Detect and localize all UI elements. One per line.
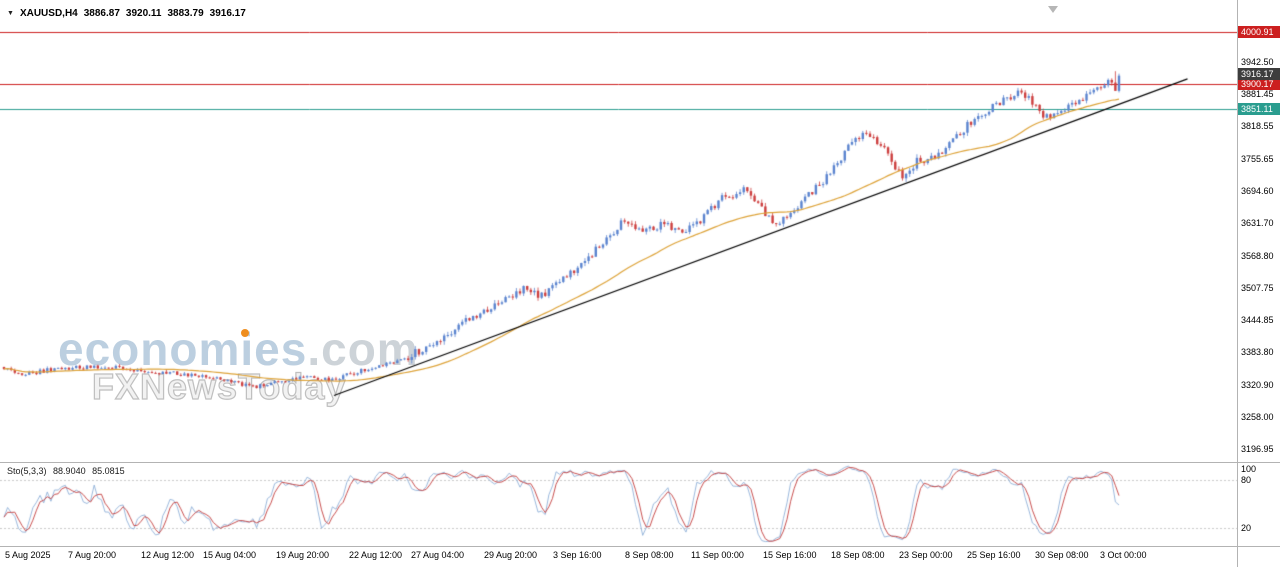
symbol-dropdown-icon[interactable]: ▼	[7, 10, 14, 17]
price-tick-label: 3818.55	[1241, 121, 1274, 132]
time-tick-label: 15 Sep 16:00	[763, 550, 817, 560]
time-tick-label: 5 Aug 2025	[5, 550, 51, 560]
price-line-badge: 3851.11	[1238, 103, 1280, 116]
price-tick-label: 3881.45	[1241, 88, 1274, 99]
last-price-badge: 3916.17	[1238, 67, 1280, 80]
time-tick-label: 15 Aug 04:00	[203, 550, 257, 560]
price-tick-label: 3942.50	[1241, 57, 1274, 67]
price-tick-label: 3631.70	[1241, 218, 1274, 229]
time-tick-label: 29 Aug 20:00	[484, 550, 538, 560]
price-tick-label: 3568.80	[1241, 250, 1274, 261]
price-tick-label: 3258.00	[1241, 412, 1274, 423]
time-tick-label: 11 Sep 00:00	[691, 550, 744, 560]
time-tick-label: 3 Sep 16:00	[553, 550, 602, 560]
stochastic-k-value: 88.9040	[53, 466, 86, 476]
stochastic-tick-label: 100	[1241, 464, 1257, 474]
price-tick-label: 3320.90	[1241, 379, 1274, 390]
time-tick-label: 22 Aug 12:00	[349, 550, 403, 560]
price-tick-label: 3383.80	[1241, 347, 1274, 357]
indicator-panel-separator	[0, 462, 1280, 463]
close-value: 3916.17	[209, 8, 246, 19]
chart-shift-marker-icon[interactable]	[1048, 6, 1058, 13]
time-tick-label: 8 Sep 08:00	[625, 550, 674, 560]
price-tick-label: 3694.60	[1241, 185, 1274, 196]
price-line-badge: 4000.91	[1238, 25, 1280, 38]
stochastic-panel-canvas[interactable]	[0, 463, 1237, 546]
time-tick-label: 18 Sep 08:00	[831, 550, 885, 560]
time-tick-label: 3 Oct 00:00	[1100, 550, 1147, 560]
time-tick-label: 23 Sep 00:00	[899, 550, 953, 560]
time-tick-label: 27 Aug 04:00	[411, 550, 465, 560]
stochastic-d-value: 85.0815	[92, 466, 125, 476]
time-axis-separator	[0, 546, 1280, 547]
low-value: 3883.79	[167, 8, 204, 19]
time-tick-label: 12 Aug 12:00	[141, 550, 195, 560]
time-tick-label: 7 Aug 20:00	[68, 550, 117, 560]
time-tick-label: 30 Sep 08:00	[1035, 550, 1089, 560]
high-value: 3920.11	[125, 8, 162, 19]
price-line-badge: 3900.17	[1238, 77, 1280, 90]
price-tick-label: 3755.65	[1241, 153, 1274, 164]
stochastic-header: Sto(5,3,3) 88.9040 85.0815	[7, 466, 129, 476]
symbol-timeframe-label: XAUUSD,H4	[19, 8, 78, 19]
ohlc-header: ▼ XAUUSD,H4 3886.87 3920.11 3883.79 3916…	[7, 8, 246, 19]
stochastic-tick-label: 20	[1241, 522, 1252, 533]
stochastic-label: Sto(5,3,3)	[7, 466, 47, 476]
open-value: 3886.87	[83, 8, 120, 19]
price-chart-canvas[interactable]	[0, 0, 1237, 462]
time-tick-label: 19 Aug 20:00	[276, 550, 330, 560]
price-tick-label: 3444.85	[1241, 315, 1274, 326]
price-tick-label: 3196.95	[1241, 444, 1274, 454]
price-axis-separator	[1237, 0, 1238, 567]
time-tick-label: 25 Sep 16:00	[967, 550, 1021, 560]
stochastic-tick-label: 80	[1241, 475, 1252, 486]
price-tick-label: 3507.75	[1241, 282, 1274, 293]
